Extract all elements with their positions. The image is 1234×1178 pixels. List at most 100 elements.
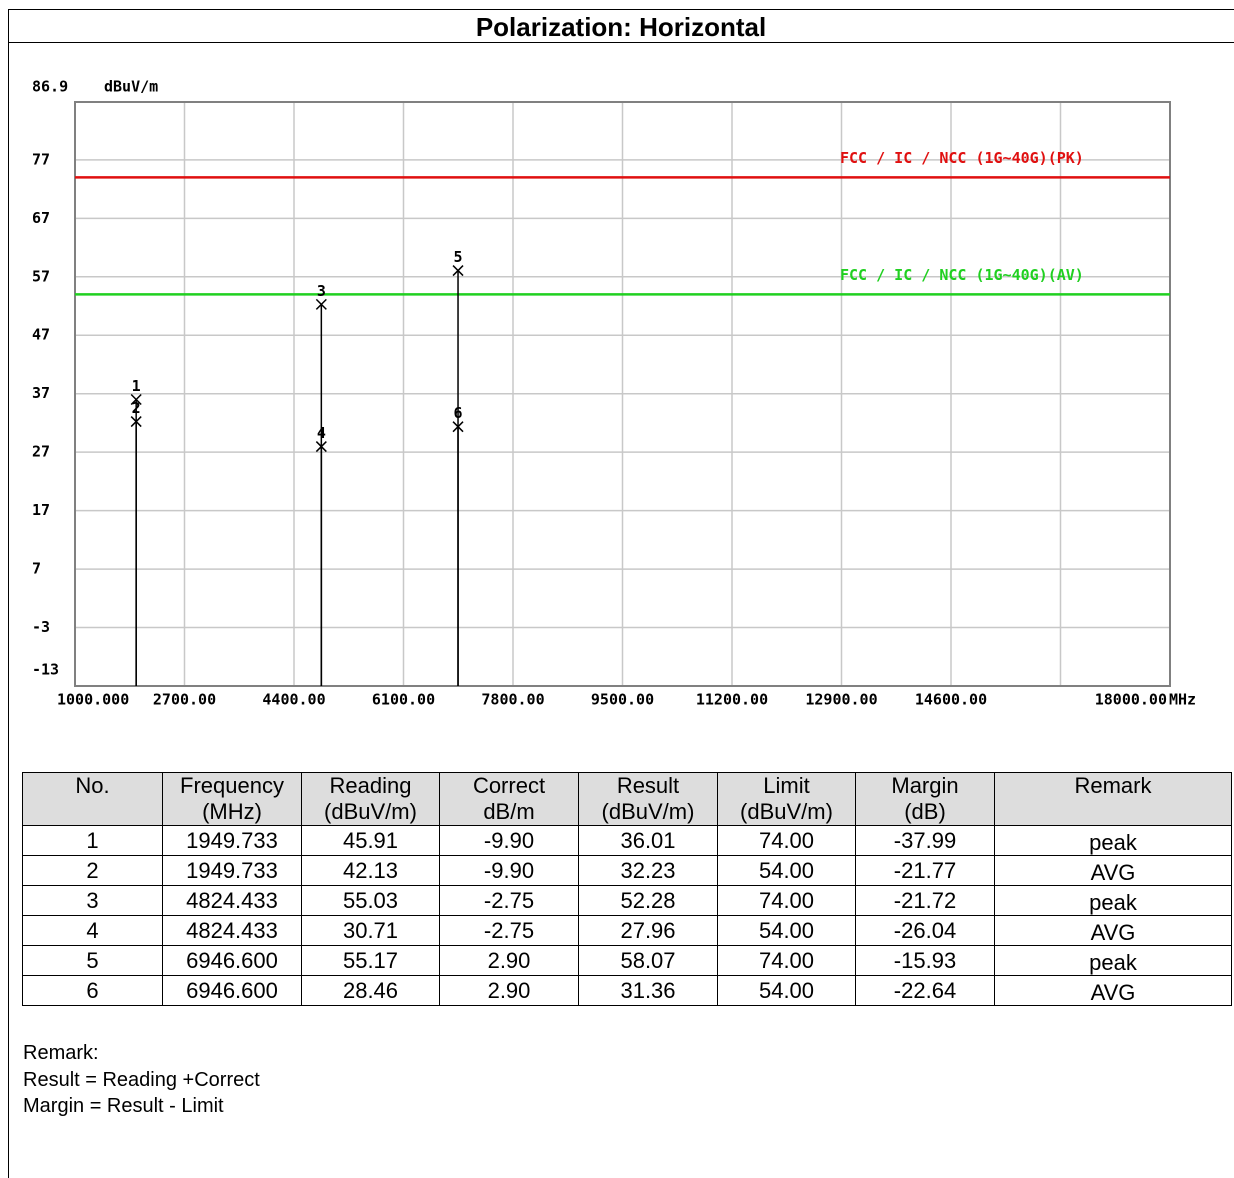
table-cell: 54.00 xyxy=(717,915,856,946)
table-cell: 1949.733 xyxy=(162,825,302,856)
table-cell: -9.90 xyxy=(439,825,579,856)
header-cell: (dBuV/m) xyxy=(717,799,856,826)
table-cell: 6946.600 xyxy=(162,975,302,1006)
table-cell: 4824.433 xyxy=(162,915,302,946)
table-cell: AVG xyxy=(994,915,1232,946)
y-tick-label: 47 xyxy=(32,326,50,344)
y-tick-label: 17 xyxy=(32,501,50,519)
x-tick-label: 12900.00 xyxy=(805,691,877,709)
y-tick-label: 67 xyxy=(32,209,50,227)
y-tick-label: 7 xyxy=(32,560,41,578)
header-cell: Margin xyxy=(855,772,995,799)
table-cell: 3 xyxy=(22,885,163,916)
table-cell: AVG xyxy=(994,975,1232,1006)
table-cell: 54.00 xyxy=(717,855,856,886)
header-cell: (MHz) xyxy=(162,799,302,826)
marker xyxy=(315,441,327,453)
y-tick-label: 57 xyxy=(32,267,50,285)
table-cell: 6 xyxy=(22,975,163,1006)
y-tick-label: 77 xyxy=(32,150,50,168)
table-cell: 55.17 xyxy=(301,945,440,976)
notes-line: Result = Reading +Correct xyxy=(23,1068,260,1091)
marker xyxy=(452,421,464,433)
data-table: No. Frequency Reading Correct Result Limit Mar… xyxy=(22,772,1232,1006)
notes-line: Margin = Result - Limit xyxy=(23,1095,224,1117)
table-row: 1 1949.733 45.91 -9.90 36.01 74.00 -37.99 peak xyxy=(22,825,1232,856)
header-row: (MHz) (dBuV/m) dB/m (dBuV/m) (dBuV/m) (dB) xyxy=(22,799,1232,826)
y-tick-label: 37 xyxy=(32,384,50,402)
table-cell: 74.00 xyxy=(717,885,856,916)
table-cell: 55.03 xyxy=(301,885,440,916)
table-cell: -9.90 xyxy=(439,855,579,886)
x-tick-label: 2700.00 xyxy=(153,691,216,709)
header-cell: dB/m xyxy=(439,799,579,826)
chart: -13 -3 7 17 27 37 47 57 67 77 dBuV/m 86.9 1000.000 27… xyxy=(32,78,1196,709)
header-cell: Correct xyxy=(439,772,579,799)
x-tick-label: 1000.000 xyxy=(57,691,129,709)
header-cell: Result xyxy=(578,772,718,799)
table-cell: peak xyxy=(994,945,1232,976)
x-tick-label: 11200.00 xyxy=(696,691,768,709)
marker xyxy=(315,298,327,310)
table-cell: 54.00 xyxy=(717,975,856,1006)
y-tick-label: 86.9 xyxy=(32,78,68,96)
table-cell: 2 xyxy=(22,855,163,886)
marker-label: 6 xyxy=(454,404,463,422)
y-tick-label: -3 xyxy=(32,618,50,636)
marker-stroke xyxy=(315,441,327,453)
header-cell: Remark xyxy=(994,772,1232,799)
header-cell xyxy=(22,799,163,826)
table-cell: 42.13 xyxy=(301,855,440,886)
marker-stroke xyxy=(130,393,142,406)
table-cell: 5 xyxy=(22,945,163,976)
x-tick-label: 14600.00 xyxy=(915,691,987,709)
table-cell: 31.36 xyxy=(578,975,718,1006)
table-cell: AVG xyxy=(994,855,1232,886)
marker-label: 3 xyxy=(317,282,326,300)
x-unit: MHz xyxy=(1169,691,1196,709)
header-cell xyxy=(994,799,1232,826)
marker-label: 2 xyxy=(132,399,141,417)
table-cell: -15.93 xyxy=(855,945,995,976)
header-cell: (dBuV/m) xyxy=(578,799,718,826)
table-cell: 6946.600 xyxy=(162,945,302,976)
table-cell: -37.99 xyxy=(855,825,995,856)
table-cell: 52.28 xyxy=(578,885,718,916)
y-tick-label: -13 xyxy=(32,661,59,679)
table-cell: 74.00 xyxy=(717,825,856,856)
header-cell: (dBuV/m) xyxy=(301,799,440,826)
x-tick-label: 9500.00 xyxy=(591,691,654,709)
limit-label: FCC / IC / NCC (1G~40G)(AV) xyxy=(840,266,1084,284)
y-unit: dBuV/m xyxy=(104,78,158,96)
table-cell: 4 xyxy=(22,915,163,946)
table-cell: 45.91 xyxy=(301,825,440,856)
table-cell: 30.71 xyxy=(301,915,440,946)
marker-label: 4 xyxy=(317,424,326,442)
table-cell: -21.77 xyxy=(855,855,995,886)
table-cell: 2.90 xyxy=(439,975,579,1006)
table-cell: -21.72 xyxy=(855,885,995,916)
table-cell: 28.46 xyxy=(301,975,440,1006)
table-cell: -22.64 xyxy=(855,975,995,1006)
table-cell: -2.75 xyxy=(439,885,579,916)
notes: Remark: Result = Reading +Correct Margin =… xyxy=(23,1040,260,1120)
y-tick-label: 27 xyxy=(32,443,50,461)
marker xyxy=(130,416,142,428)
marker-stroke xyxy=(130,416,142,428)
limit-label: FCC / IC / NCC (1G~40G)(PK) xyxy=(840,149,1084,167)
table-cell: 4824.433 xyxy=(162,885,302,916)
table-row: 4 4824.433 30.71 -2.75 27.96 54.00 -26.04 AVG xyxy=(22,915,1232,946)
header-cell: Reading xyxy=(301,772,440,799)
marker-label: 1 xyxy=(132,377,141,395)
title: Polarization: Horizontal xyxy=(8,9,1234,43)
table-row: 2 1949.733 42.13 -9.90 32.23 54.00 -21.77 AVG xyxy=(22,855,1232,886)
notes-title: Remark: xyxy=(23,1042,99,1064)
marker-stroke xyxy=(452,265,464,277)
table-cell: -26.04 xyxy=(855,915,995,946)
header-cell: Frequency xyxy=(162,772,302,799)
table-cell: 32.23 xyxy=(578,855,718,886)
table-cell: 74.00 xyxy=(717,945,856,976)
table-cell: 1949.733 xyxy=(162,855,302,886)
x-tick-label: 4400.00 xyxy=(262,691,325,709)
